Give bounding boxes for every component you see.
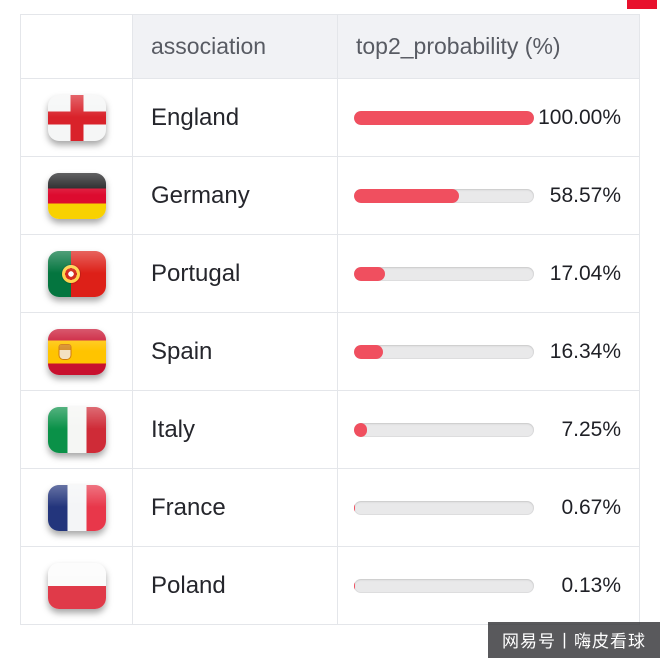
table-row: Germany 58.57% — [21, 157, 639, 235]
probability-bar-fill — [354, 266, 385, 281]
table-row: Portugal 17.04% — [21, 235, 639, 313]
germany-flag-icon — [47, 172, 106, 219]
poland-flag-icon — [47, 562, 106, 609]
italy-flag-icon — [47, 406, 106, 453]
probability-table: association top2_probability (%) England… — [20, 14, 640, 625]
flag-column-header — [21, 15, 133, 78]
probability-bar-track — [354, 188, 534, 203]
watermark: 网易号丨嗨皮看球 — [488, 622, 660, 658]
probability-bar-track — [354, 500, 534, 515]
association-name: England — [133, 79, 338, 156]
association-name: France — [133, 469, 338, 546]
probability-value: 58.57% — [549, 183, 621, 207]
probability-bar-fill — [354, 500, 356, 515]
probability-bar-track — [354, 344, 534, 359]
probability-bar-track — [354, 422, 534, 437]
probability-value: 17.04% — [549, 261, 621, 285]
table-row: England 100.00% — [21, 79, 639, 157]
spain-flag-icon — [47, 328, 106, 375]
association-name: Poland — [133, 547, 338, 624]
probability-column-header: top2_probability (%) — [338, 15, 639, 78]
france-flag-icon — [47, 484, 106, 531]
association-name: Italy — [133, 391, 338, 468]
probability-value: 7.25% — [561, 417, 621, 441]
association-name: Spain — [133, 313, 338, 390]
probability-bar-fill — [354, 188, 460, 203]
table-row: Spain 16.34% — [21, 313, 639, 391]
probability-bar-fill — [354, 422, 368, 437]
probability-value: 100.00% — [538, 105, 621, 129]
england-flag-icon — [47, 94, 106, 141]
probability-bar-fill — [354, 344, 384, 359]
table-row: France 0.67% — [21, 469, 639, 547]
association-column-header: association — [133, 15, 338, 78]
red-mark — [627, 0, 657, 9]
table-header: association top2_probability (%) — [21, 15, 639, 79]
association-name: Germany — [133, 157, 338, 234]
association-name: Portugal — [133, 235, 338, 312]
probability-bar-track — [354, 266, 534, 281]
probability-bar-fill — [354, 110, 534, 125]
probability-bar-track — [354, 110, 534, 125]
probability-value: 0.67% — [561, 495, 621, 519]
table-row: Italy 7.25% — [21, 391, 639, 469]
probability-bar-track — [354, 578, 534, 593]
probability-value: 0.13% — [561, 573, 621, 597]
table-row: Poland 0.13% — [21, 547, 639, 625]
portugal-flag-icon — [47, 250, 106, 297]
probability-value: 16.34% — [549, 339, 621, 363]
